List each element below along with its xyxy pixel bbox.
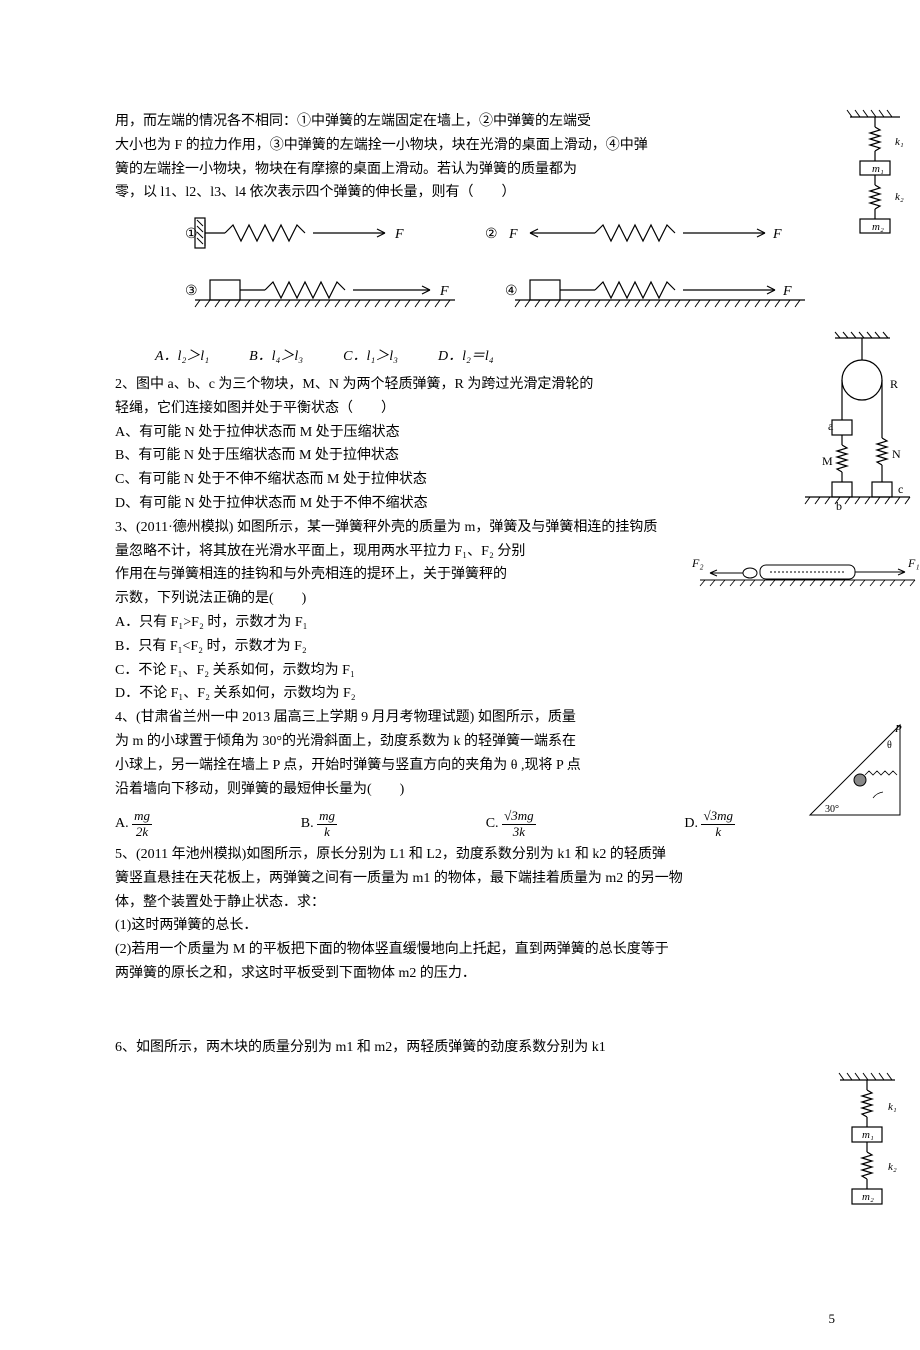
q3-D: D．不论 F₁、F₂ 关系如何，示数均为 F₂ bbox=[115, 682, 830, 706]
m1b: m₁ bbox=[862, 1129, 874, 1141]
q2-A: A、有可能 N 处于拉伸状态而 M 处于压缩状态 bbox=[115, 421, 830, 445]
q3-A: A．只有 F₁>F₂ 时，示数才为 F₁ bbox=[115, 611, 830, 635]
q3-B: B．只有 F₁<F₂ 时，示数才为 F₂ bbox=[115, 635, 830, 659]
circ1: ① bbox=[185, 227, 198, 242]
q1-opt-a: A．l₂＞l₁ bbox=[155, 345, 209, 369]
q6-stem: 6、如图所示，两木块的质量分别为 m1 和 m2，两轻质弹簧的劲度系数分别为 k… bbox=[115, 1036, 695, 1060]
page: m₁ m₂ k₁ k₂ 用，而左端的情况各不相同：①中弹簧的左端固定在墙上，②中… bbox=[0, 0, 920, 1350]
q5-stem1: 5、(2011 年池州模拟)如图所示，原长分别为 L1 和 L2，劲度系数分别为… bbox=[115, 843, 830, 867]
q5-p2a: (2)若用一个质量为 M 的平板把下面的物体竖直缓慢地向上托起，直到两弹簧的总长… bbox=[115, 938, 830, 962]
lbl-M: M bbox=[822, 454, 833, 468]
q2-figure: a M N b c R bbox=[790, 330, 920, 539]
F2b: F bbox=[772, 227, 782, 242]
q5-stem2: 簧竖直悬挂在天花板上，两弹簧之间有一质量为 m1 的物体，最下端挂着质量为 m2… bbox=[115, 867, 830, 891]
q1-opt-d: D．l₂＝l₄ bbox=[438, 345, 494, 369]
lbl-a: a bbox=[828, 419, 834, 433]
lbl-c: c bbox=[898, 482, 903, 496]
q1-opt-c: C．l₁＞l₃ bbox=[343, 345, 398, 369]
q2-C: C、有可能 N 处于不伸不缩状态而 M 处于拉伸状态 bbox=[115, 468, 830, 492]
m2b: m₂ bbox=[862, 1191, 874, 1203]
F2a: F bbox=[508, 227, 518, 242]
Plbl: P bbox=[894, 723, 902, 735]
q2-D: D、有可能 N 处于拉伸状态而 M 处于不伸不缩状态 bbox=[115, 492, 830, 516]
m1-label: m₁ bbox=[872, 163, 884, 175]
q2-stem2: 轻绳，它们连接如图并处于平衡状态（ ） bbox=[115, 397, 830, 421]
q5-stem3: 体，整个装置处于静止状态．求： bbox=[115, 891, 830, 915]
q2-B: B、有可能 N 处于压缩状态而 M 处于拉伸状态 bbox=[115, 444, 830, 468]
intro-line3: 簧的左端拴一小物块，物块在有摩擦的桌面上滑动。若认为弹簧的质量都为 bbox=[115, 158, 830, 182]
q5-p1: (1)这时两弹簧的总长． bbox=[115, 914, 830, 938]
k1-label: k₁ bbox=[895, 136, 904, 148]
m2-label: m₂ bbox=[872, 221, 884, 233]
intro-line1: 用，而左端的情况各不相同：①中弹簧的左端固定在墙上，②中弹簧的左端受 bbox=[115, 110, 830, 134]
q4-B: B. mgk bbox=[301, 809, 337, 839]
q4-options: A. mg2k B. mgk C. √3mg3k D. √3mgk bbox=[115, 809, 735, 839]
q2-stem1: 2、图中 a、b、c 为三个物块，M、N 为两个轻质弹簧，R 为跨过光滑定滑轮的 bbox=[115, 373, 830, 397]
q4-stem1: 4、(甘肃省兰州一中 2013 届高三上学期 9 月月考物理试题) 如图所示，质… bbox=[115, 706, 705, 730]
thlbl: θ bbox=[887, 740, 892, 751]
k2-label: k₂ bbox=[895, 191, 904, 203]
q3-C: C．不论 F₁、F₂ 关系如何，示数均为 F₁ bbox=[115, 659, 830, 683]
q1-options: A．l₂＞l₁ B．l₄＞l₃ C．l₁＞l₃ D．l₂＝l₄ bbox=[155, 345, 830, 369]
circ3: ③ bbox=[185, 284, 198, 299]
q4-stem3: 小球上，另一端拴在墙上 P 点，开始时弹簧与竖直方向的夹角为 θ ,现将 P 点 bbox=[115, 754, 705, 778]
intro-line2: 大小也为 F 的拉力作用，③中弹簧的左端拴一小物块，块在光滑的桌面上滑动，④中弹 bbox=[115, 134, 830, 158]
lbl-R: R bbox=[890, 377, 898, 391]
k1b: k₁ bbox=[888, 1101, 897, 1113]
F1lbl: F₁ bbox=[907, 556, 920, 570]
F2lbl: F₂ bbox=[691, 556, 704, 570]
circ4: ④ bbox=[505, 284, 518, 299]
anglbl: 30° bbox=[825, 804, 839, 815]
k2b: k₂ bbox=[888, 1161, 897, 1173]
q4-C: C. √3mg3k bbox=[486, 809, 536, 839]
intro-line4: 零，以 l1、l2、l3、l4 依次表示四个弹簧的伸长量，则有（ ） bbox=[115, 181, 830, 205]
q5-p2b: 两弹簧的原长之和，求这时平板受到下面物体 m2 的压力． bbox=[115, 962, 830, 986]
q4-A: A. mg2k bbox=[115, 809, 152, 839]
circ2: ② bbox=[485, 227, 498, 242]
q56-figure: k₁ m₁ k₂ m₂ bbox=[820, 1070, 920, 1249]
lbl-b: b bbox=[836, 499, 842, 513]
F1a: F bbox=[394, 227, 404, 242]
q3-stem2: 量忽略不计，将其放在光滑水平面上，现用两水平拉力 F₁、F₂ 分别 bbox=[115, 540, 595, 564]
q4-figure: P θ 30° bbox=[795, 720, 915, 834]
F4: F bbox=[782, 284, 792, 299]
q5-figure: m₁ m₂ k₁ k₂ bbox=[830, 105, 920, 244]
q1-opt-b: B．l₄＞l₃ bbox=[249, 345, 303, 369]
four-spring-diagrams: ① F ② F F bbox=[115, 210, 830, 340]
q3-stem1: 3、(2011·德州模拟) 如图所示，某一弹簧秤外壳的质量为 m，弹簧及与弹簧相… bbox=[115, 516, 830, 540]
q4-stem4: 沿着墙向下移动，则弹簧的最短伸长量为( ) bbox=[115, 778, 830, 802]
F3: F bbox=[439, 284, 449, 299]
page-number: 5 bbox=[829, 1308, 836, 1330]
q4-stem2: 为 m 的小球置于倾角为 30°的光滑斜面上，劲度系数为 k 的轻弹簧一端系在 bbox=[115, 730, 705, 754]
lbl-N: N bbox=[892, 447, 901, 461]
q4-D: D. √3mgk bbox=[684, 809, 735, 839]
q3-figure: F₂ F₁ bbox=[690, 555, 920, 604]
